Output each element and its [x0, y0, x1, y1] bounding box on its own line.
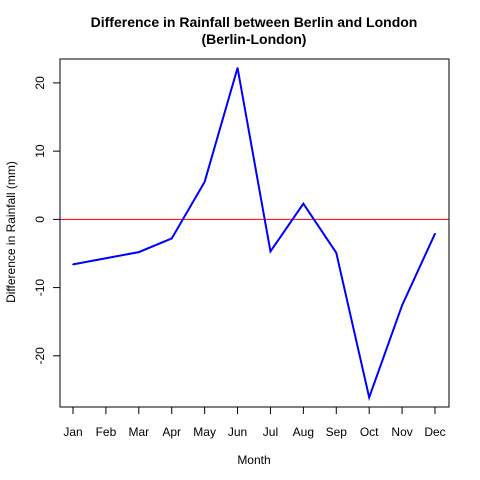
x-tick-label-jun: Jun: [228, 425, 247, 439]
data-point-may: [203, 181, 206, 183]
plot-frame: [59, 58, 450, 408]
x-tick-label-jan: Jan: [63, 425, 82, 439]
data-point-jan: [72, 263, 74, 266]
data-point-oct: [368, 396, 370, 399]
x-axis-label: Month: [237, 453, 270, 467]
data-point-sep: [335, 251, 338, 254]
y-tick-label-10: 10: [33, 144, 47, 158]
series-line: [72, 67, 436, 402]
x-tick-label-oct: Oct: [360, 425, 379, 439]
data-point-aug: [302, 202, 305, 205]
x-tick-label-mar: Mar: [128, 425, 149, 439]
data-point-nov: [401, 304, 403, 307]
data-point-dec: [434, 232, 436, 235]
data-point-jun: [236, 67, 239, 69]
x-tick-label-aug: Aug: [293, 425, 314, 439]
data-point-feb: [105, 257, 107, 260]
x-tick-label-feb: Feb: [96, 425, 117, 439]
data-point-jul: [269, 250, 272, 253]
y-tick-label--10: -10: [33, 279, 47, 297]
y-tick-label--20: -20: [33, 347, 47, 365]
y-tick-label-0: 0: [33, 216, 47, 223]
chart-title: Difference in Rainfall between Berlin an…: [91, 14, 418, 30]
data-point-mar: [138, 251, 140, 253]
x-tick-label-apr: Apr: [162, 425, 181, 439]
chart-subtitle: (Berlin-London): [202, 31, 307, 47]
x-tick-label-dec: Dec: [424, 425, 445, 439]
x-tick-label-sep: Sep: [326, 425, 348, 439]
x-tick-label-jul: Jul: [263, 425, 278, 439]
plot-layer: Jan Feb Mar Apr May Jun Jul Aug Sep Oct Nov Dec -20 -…: [33, 58, 450, 439]
y-axis-label: Difference in Rainfall (mm): [4, 161, 18, 303]
x-tick-label-nov: Nov: [391, 425, 412, 439]
y-tick-label-20: 20: [33, 76, 47, 90]
x-tick-label-may: May: [193, 425, 216, 439]
data-point-apr: [170, 237, 173, 240]
